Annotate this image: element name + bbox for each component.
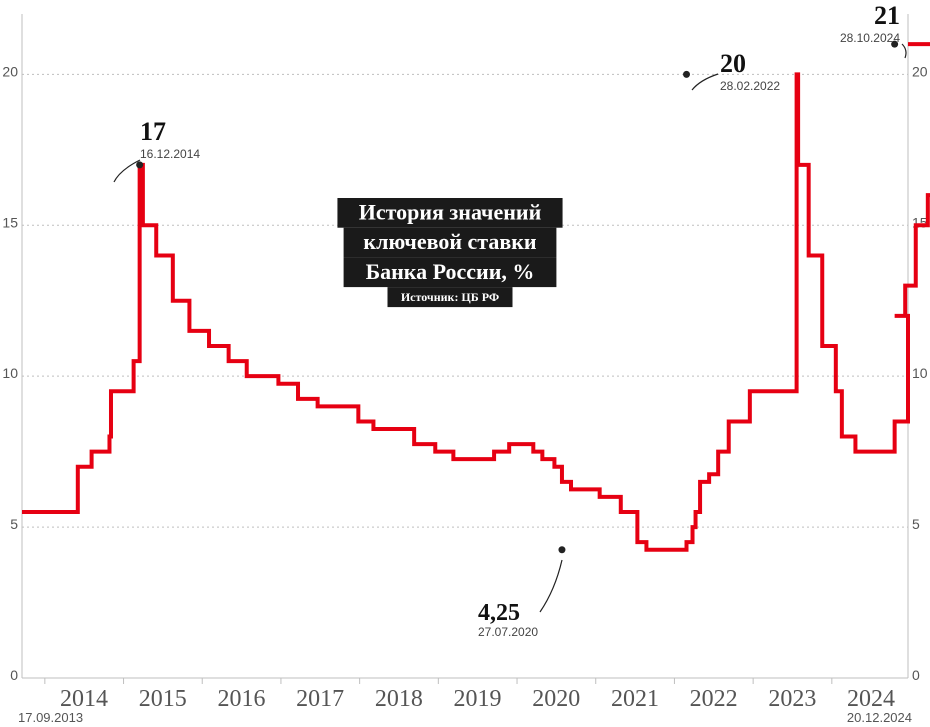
chart-title-line: ключевой ставки (363, 229, 536, 254)
callout-date: 27.07.2020 (478, 625, 538, 639)
callout-value: 4,25 (478, 600, 520, 626)
x-year-label: 2019 (454, 686, 502, 712)
y-tick-left: 5 (10, 516, 18, 532)
x-year-label: 2016 (217, 686, 265, 712)
callout-dot (136, 161, 143, 168)
y-tick-right: 0 (912, 667, 920, 683)
y-tick-right: 10 (912, 365, 928, 381)
callout-dot (683, 71, 690, 78)
x-year-label: 2017 (296, 686, 344, 712)
y-tick-left: 10 (2, 365, 18, 381)
callout-dot (558, 546, 565, 553)
callout-value: 17 (140, 117, 166, 146)
x-year-label: 2024 (847, 686, 895, 712)
x-end-date: 20.12.2024 (847, 710, 912, 725)
x-year-label: 2014 (60, 686, 108, 712)
y-tick-left: 15 (2, 214, 18, 230)
chart-title-source: Источник: ЦБ РФ (401, 290, 499, 304)
x-year-label: 2022 (690, 686, 738, 712)
callout-date: 16.12.2014 (140, 147, 200, 161)
y-tick-left: 0 (10, 667, 18, 683)
callout-date: 28.02.2022 (720, 79, 780, 93)
x-year-label: 2021 (611, 686, 659, 712)
callout-date: 28.10.2024 (840, 31, 900, 45)
x-year-label: 2018 (375, 686, 423, 712)
rate-history-chart: 0055101015152020201420152016201720182019… (0, 0, 930, 727)
y-tick-right: 5 (912, 516, 920, 532)
chart-svg: 0055101015152020201420152016201720182019… (0, 0, 930, 727)
y-tick-right: 20 (912, 63, 928, 79)
callout-value: 21 (874, 1, 900, 30)
chart-title-line: История значений (359, 199, 542, 224)
y-tick-left: 20 (2, 63, 18, 79)
x-start-date: 17.09.2013 (18, 710, 83, 725)
chart-title-line: Банка России, % (366, 259, 535, 284)
x-year-label: 2020 (532, 686, 580, 712)
callout-value: 20 (720, 49, 746, 78)
x-year-label: 2023 (768, 686, 816, 712)
x-year-label: 2015 (139, 686, 187, 712)
